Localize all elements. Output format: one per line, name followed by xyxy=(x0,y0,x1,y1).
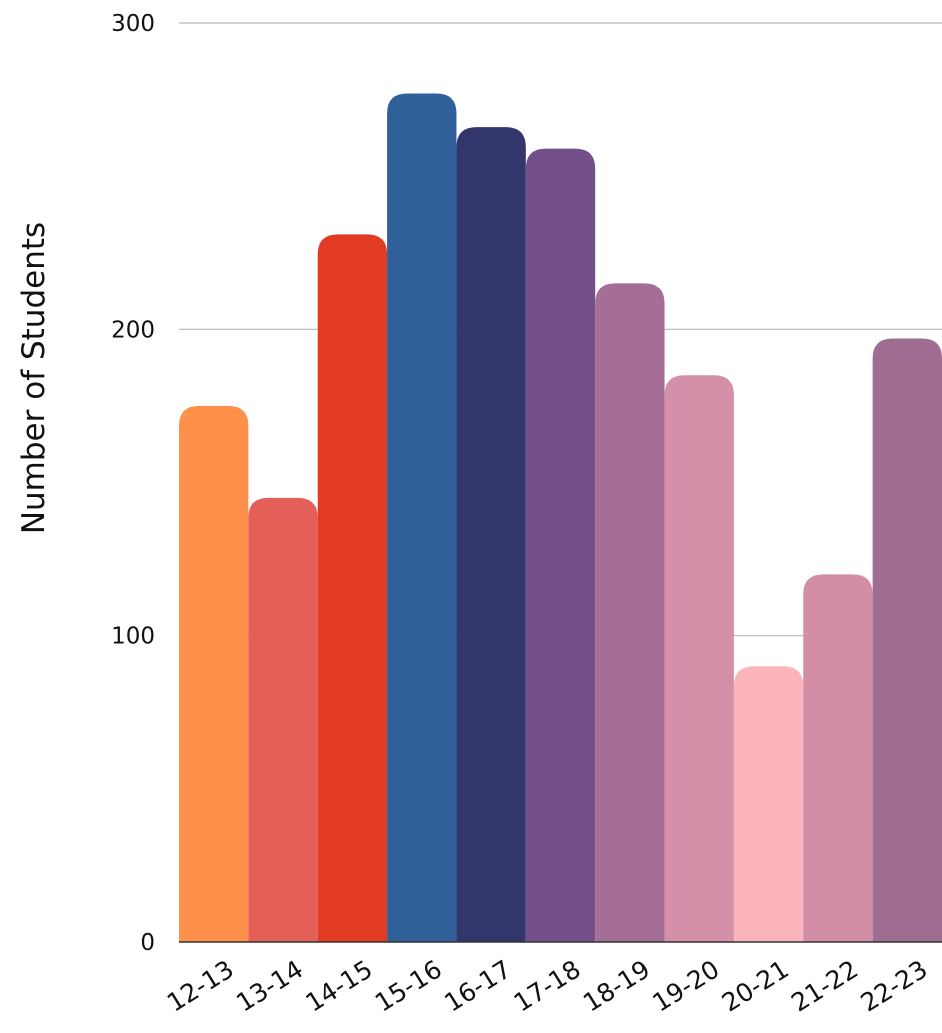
bar-22-23 xyxy=(872,338,942,943)
bar-18-19 xyxy=(595,283,665,943)
x-tick-label: 16-17 xyxy=(439,954,516,1017)
x-tick-label: 22-23 xyxy=(856,954,933,1017)
x-tick-label: 13-14 xyxy=(231,954,308,1017)
bar-15-16 xyxy=(387,93,457,942)
x-tick-label: 12-13 xyxy=(162,954,239,1017)
bar-16-17 xyxy=(456,127,526,943)
y-tick-label: 100 xyxy=(111,624,155,650)
x-tick-label: 18-19 xyxy=(578,954,655,1017)
x-tick-label: 19-20 xyxy=(647,954,724,1017)
y-tick-label: 0 xyxy=(140,930,155,956)
x-tick-label: 14-15 xyxy=(301,954,378,1017)
x-tick-label: 20-21 xyxy=(717,954,794,1017)
x-tick-label: 17-18 xyxy=(509,954,586,1017)
bar-14-15 xyxy=(317,234,388,942)
bar-19-20 xyxy=(664,375,734,942)
bar-20-21 xyxy=(733,666,804,942)
x-tick-label: 21-22 xyxy=(786,954,863,1017)
bar-21-22 xyxy=(803,574,873,942)
y-tick-label: 300 xyxy=(111,11,155,37)
y-axis-title: Number of Students xyxy=(16,222,52,534)
y-tick-label: 200 xyxy=(111,317,155,343)
x-tick-label: 15-16 xyxy=(370,954,447,1017)
bar-12-13 xyxy=(179,405,249,943)
bar-13-14 xyxy=(248,497,318,942)
bar-17-18 xyxy=(525,148,596,942)
bars-layer xyxy=(179,93,942,943)
